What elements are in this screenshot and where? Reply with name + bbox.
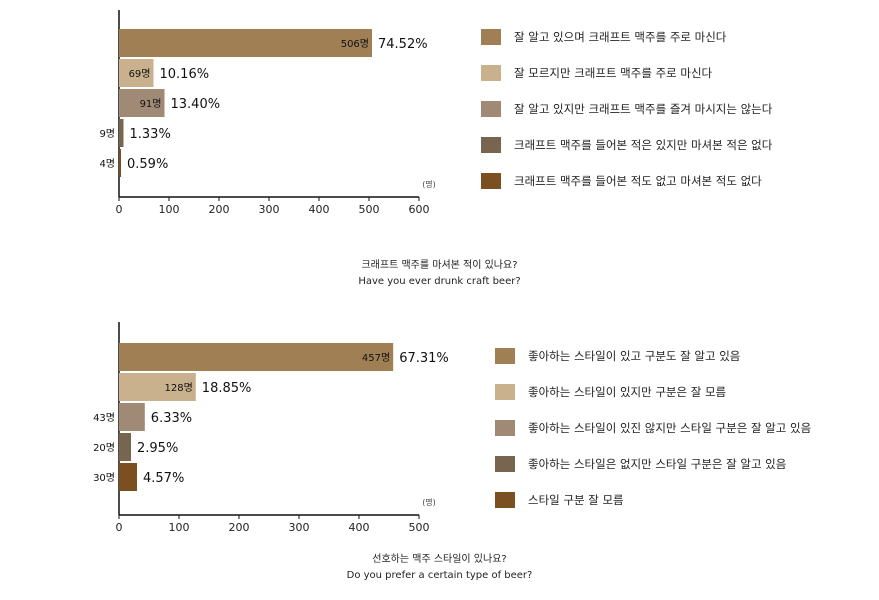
legend-label: 좋아하는 스타일은 없지만 스타일 구분은 잘 알고 있음 (528, 457, 786, 471)
chart-1-title: 크래프트 맥주를 마셔본 적이 있나요? (361, 260, 518, 271)
bar (119, 373, 196, 401)
legend-label: 잘 모르지만 크래프트 맥주를 주로 마신다 (514, 66, 713, 80)
bar-percent-label: 1.33% (130, 127, 171, 142)
legend-swatch (481, 137, 501, 153)
x-tick-label: 100 (169, 521, 190, 534)
legend-swatch (495, 348, 515, 364)
bar-value-label: 457명 (362, 352, 390, 364)
x-tick-label: 600 (409, 203, 430, 216)
bar-percent-label: 2.95% (137, 441, 178, 456)
legend-swatch (495, 492, 515, 508)
chart-2-caption: 선호하는 맥주 스타일이 있나요? Do you prefer a certai… (0, 552, 879, 584)
x-tick-label: 0 (116, 203, 123, 216)
bar (119, 149, 121, 177)
bar-percent-label: 6.33% (151, 411, 192, 426)
x-tick-label: 100 (159, 203, 180, 216)
x-tick-label: 0 (116, 521, 123, 534)
chart-2-title: 선호하는 맥주 스타일이 있나요? (372, 554, 507, 565)
legend-swatch (495, 384, 515, 400)
legend-label: 좋아하는 스타일이 있고 구분도 잘 알고 있음 (528, 349, 740, 363)
bar (119, 89, 165, 117)
x-tick-label: 200 (209, 203, 230, 216)
bar-percent-label: 74.52% (378, 37, 428, 52)
bar-percent-label: 10.16% (160, 67, 210, 82)
legend-label: 스타일 구분 잘 모름 (528, 493, 624, 507)
legend-label: 크래프트 맥주를 들어본 적도 없고 마셔본 적도 없다 (514, 174, 762, 188)
legend-label: 크래프트 맥주를 들어본 적은 있지만 마셔본 적은 없다 (514, 138, 773, 152)
bar-value-label: 9명 (99, 128, 115, 140)
legend-label: 잘 알고 있으며 크래프트 맥주를 주로 마신다 (514, 30, 727, 44)
bar-percent-label: 13.40% (171, 97, 221, 112)
bar-value-label: 506명 (341, 38, 369, 50)
x-tick-label: 500 (409, 521, 430, 534)
bar-value-label: 91명 (140, 98, 162, 110)
bar-value-label: 20명 (93, 442, 115, 454)
legend-swatch (481, 101, 501, 117)
legend-label: 좋아하는 스타일이 있지만 구분은 잘 모름 (528, 385, 726, 399)
bar-value-label: 30명 (93, 472, 115, 484)
chart-2-subtitle: Do you prefer a certain type of beer? (346, 570, 533, 581)
bar-value-label: 69명 (129, 68, 151, 80)
bar-value-label: 4명 (99, 158, 115, 170)
chart-2: 0 100 200 300 400 500 (명) 457명 67.31% 128명 18.85% 4… (93, 322, 811, 534)
bar-percent-label: 0.59% (127, 157, 168, 172)
legend-swatch (481, 173, 501, 189)
legend-swatch (481, 65, 501, 81)
bar (119, 463, 137, 491)
bar-percent-label: 18.85% (202, 381, 252, 396)
x-tick-label: 200 (229, 521, 250, 534)
legend-label: 좋아하는 스타일이 있진 않지만 스타일 구분은 잘 알고 있음 (528, 421, 811, 435)
bar (119, 59, 154, 87)
bar (119, 119, 124, 147)
legend-swatch (495, 456, 515, 472)
chart-1-caption: 크래프트 맥주를 마셔본 적이 있나요? Have you ever drunk… (0, 258, 879, 290)
x-tick-label: 400 (309, 203, 330, 216)
bar-value-label: 43명 (93, 412, 115, 424)
bar-percent-label: 4.57% (143, 471, 184, 486)
unit-label: (명) (422, 179, 436, 189)
chart-1: 0 100 200 300 400 500 600 (명) 506명 74.52% 69명 10.16… (99, 10, 773, 216)
bar (119, 403, 145, 431)
x-tick-label: 500 (359, 203, 380, 216)
legend-label: 잘 알고 있지만 크래프트 맥주를 즐겨 마시지는 않는다 (514, 102, 773, 116)
bar (119, 433, 131, 461)
unit-label: (명) (422, 497, 436, 507)
x-tick-label: 300 (259, 203, 280, 216)
bar (119, 343, 394, 371)
bar (119, 29, 372, 57)
bar-percent-label: 67.31% (399, 351, 449, 366)
chart-1-subtitle: Have you ever drunk craft beer? (358, 276, 521, 287)
legend-swatch (481, 29, 501, 45)
legend-swatch (495, 420, 515, 436)
x-tick-label: 400 (349, 521, 370, 534)
bar-value-label: 128명 (165, 382, 193, 394)
x-tick-label: 300 (289, 521, 310, 534)
